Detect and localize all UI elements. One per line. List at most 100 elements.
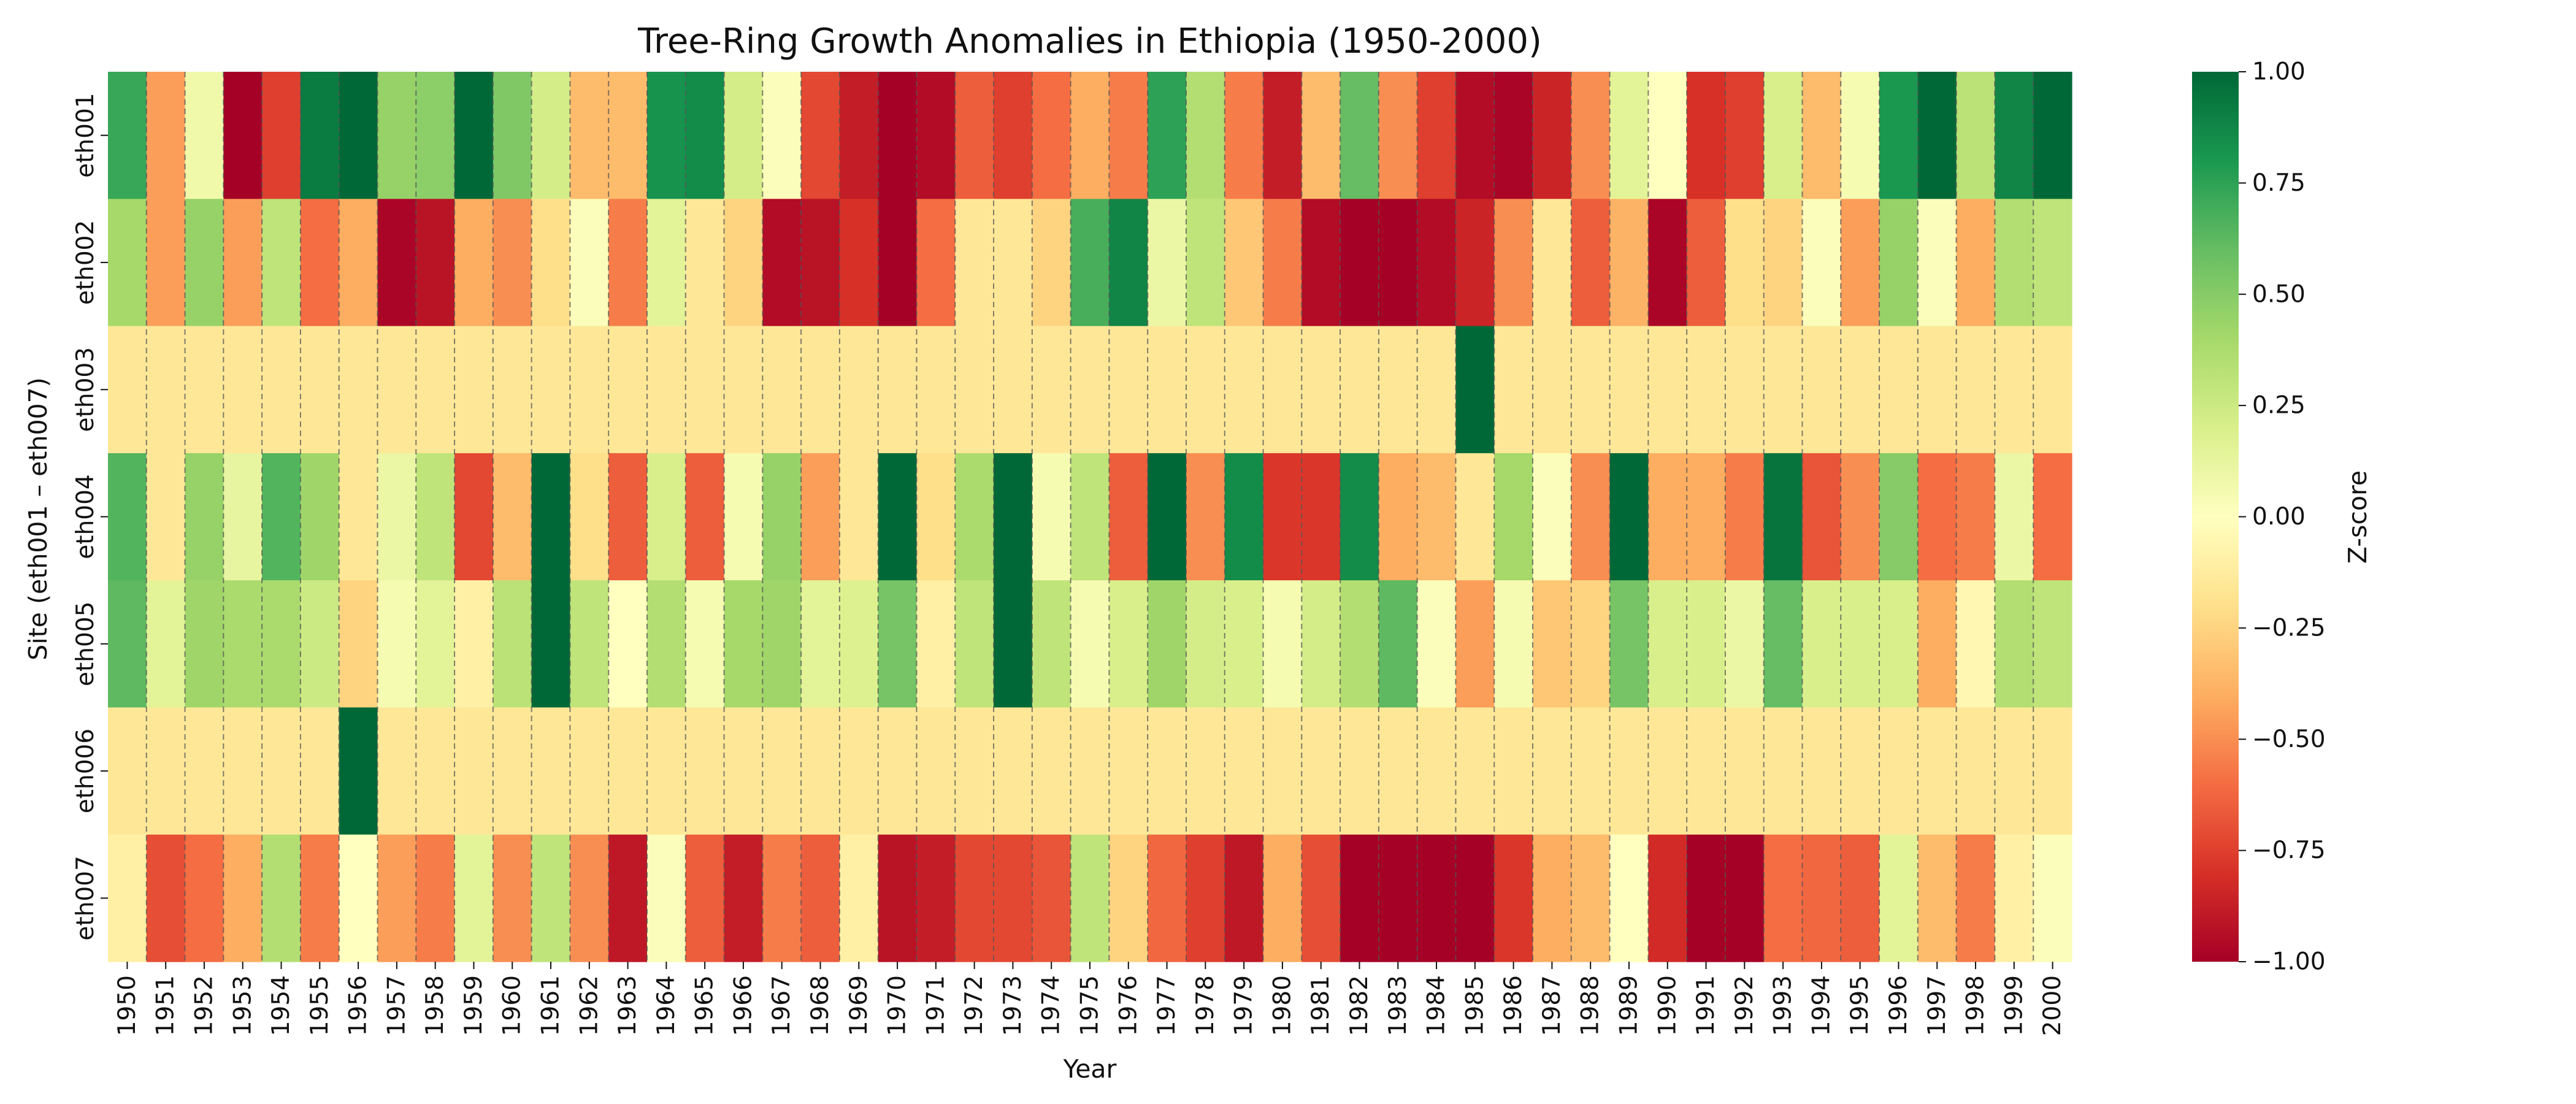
heatmap-cell	[223, 707, 263, 835]
heatmap-cell	[608, 453, 648, 581]
heatmap-cell	[223, 453, 263, 581]
heatmap-cell	[646, 580, 686, 708]
heatmap-cell	[1609, 580, 1649, 708]
heatmap-cell	[1687, 707, 1726, 835]
heatmap-cell	[1417, 199, 1457, 327]
heatmap-cell	[878, 453, 918, 581]
heatmap-cell	[1841, 707, 1880, 835]
colorbar-label: Z-score	[2343, 470, 2372, 564]
heatmap-cell	[493, 453, 532, 581]
heatmap-cell	[1995, 834, 2034, 962]
heatmap-cell	[994, 707, 1033, 835]
heatmap-cell	[1687, 72, 1726, 199]
heatmap-cell	[570, 834, 609, 962]
heatmap-cell	[994, 834, 1033, 962]
heatmap-cell	[1763, 199, 1803, 327]
heatmap-cell	[416, 834, 455, 962]
heatmap-cell	[1224, 707, 1264, 835]
heatmap-cell	[1841, 326, 1880, 454]
heatmap-cell	[1533, 580, 1572, 708]
heatmap-cell	[300, 707, 340, 835]
year-gridlines	[145, 72, 2034, 962]
heatmap-cell	[1802, 834, 1841, 962]
heatmap-cell	[1995, 326, 2034, 454]
x-tick-label: 1960	[499, 975, 526, 1036]
x-tick-label: 1966	[729, 975, 757, 1036]
heatmap-cell	[570, 580, 609, 708]
heatmap-cell	[724, 72, 763, 199]
heatmap-cell	[916, 834, 956, 962]
heatmap-cell	[570, 707, 609, 835]
heatmap-cell	[1263, 72, 1302, 199]
heatmap-cell	[1841, 199, 1880, 327]
heatmap-cell	[1378, 453, 1418, 581]
x-tick-label: 1984	[1423, 975, 1451, 1036]
heatmap-cell	[416, 326, 455, 454]
x-tick-label: 1971	[922, 975, 949, 1036]
heatmap-cell	[1917, 580, 1957, 708]
heatmap-cell	[1841, 834, 1880, 962]
heatmap-cell	[1802, 72, 1841, 199]
heatmap-cell	[377, 834, 416, 962]
heatmap-cell	[377, 326, 416, 454]
x-tick-label: 1973	[999, 975, 1027, 1036]
heatmap-cell	[1417, 72, 1457, 199]
x-tick-label: 1979	[1230, 975, 1258, 1036]
heatmap-cell	[2033, 326, 2072, 454]
heatmap-cell	[1032, 707, 1071, 835]
heatmap-cell	[1417, 707, 1457, 835]
heatmap-cell	[1571, 707, 1611, 835]
heatmap-cell	[377, 453, 416, 581]
x-tick-label: 1975	[1076, 975, 1104, 1036]
heatmap-cell	[762, 72, 802, 199]
heatmap-cell	[1917, 326, 1957, 454]
heatmap-cell	[1995, 199, 2034, 327]
heatmap-cell	[1224, 834, 1264, 962]
colorbar-tick-label: 0.25	[2252, 392, 2306, 420]
heatmap-cell	[1186, 453, 1225, 581]
heatmap-cell	[1609, 326, 1649, 454]
heatmap-cell	[1494, 199, 1533, 327]
heatmap-cell	[646, 72, 686, 199]
heatmap-cell	[339, 707, 378, 835]
heatmap-cell	[1648, 72, 1687, 199]
heatmap-cell	[1995, 707, 2034, 835]
heatmap-cell	[1109, 580, 1148, 708]
heatmap-cell	[493, 326, 532, 454]
heatmap-cell	[1879, 199, 1919, 327]
heatmap-cell	[1956, 199, 1996, 327]
heatmap-cell	[1417, 580, 1457, 708]
heatmap-cell	[1879, 834, 1919, 962]
x-tick-label: 2000	[2039, 975, 2066, 1036]
heatmap-cell	[801, 453, 840, 581]
heatmap-cell	[762, 326, 802, 454]
heatmap-cell	[878, 326, 918, 454]
heatmap-cell	[1879, 707, 1919, 835]
heatmap-cell	[1609, 707, 1649, 835]
heatmap-cell	[1687, 580, 1726, 708]
heatmap-cell	[1763, 326, 1803, 454]
x-tick-label: 1963	[614, 975, 642, 1036]
heatmap-cell	[1917, 834, 1957, 962]
heatmap-cell	[994, 199, 1033, 327]
heatmap-cell	[185, 72, 224, 199]
x-tick-label: 1989	[1615, 975, 1643, 1036]
heatmap-cell	[1802, 199, 1841, 327]
x-tick-label: 1996	[1885, 975, 1912, 1036]
heatmap-cell	[223, 199, 263, 327]
heatmap-cell	[646, 834, 686, 962]
heatmap-cell	[1301, 580, 1341, 708]
heatmap-cell	[416, 72, 455, 199]
colorbar-tick-label: 1.00	[2252, 58, 2306, 86]
heatmap-cell	[1263, 199, 1302, 327]
heatmap-cell	[416, 707, 455, 835]
x-tick-label: 1999	[2000, 975, 2028, 1036]
heatmap-cell	[454, 453, 494, 581]
heatmap-cell	[1687, 199, 1726, 327]
heatmap-cell	[685, 199, 725, 327]
heatmap-cell	[955, 72, 994, 199]
heatmap-cell	[377, 707, 416, 835]
heatmap-cell	[1725, 72, 1765, 199]
heatmap-cell	[108, 580, 147, 708]
